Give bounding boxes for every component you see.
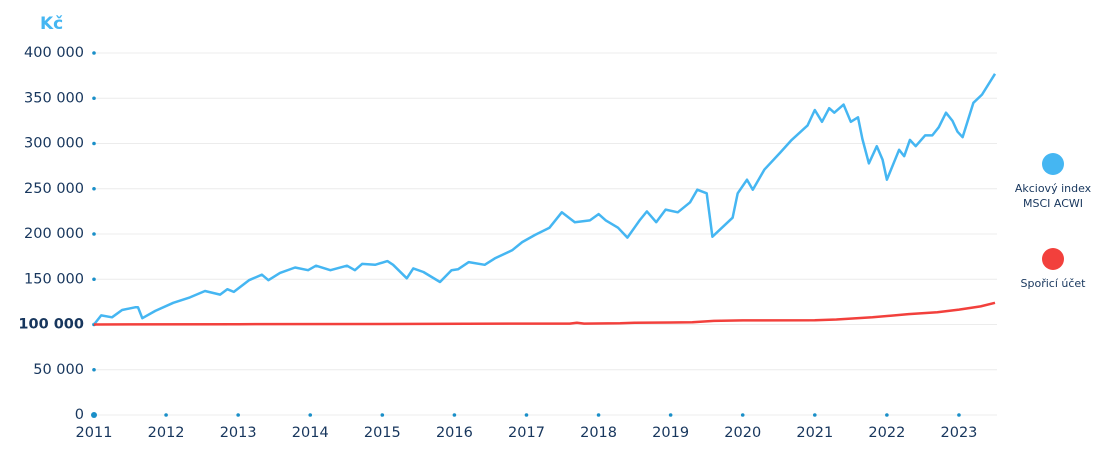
x-tick-label: 2016 — [436, 425, 473, 441]
y-tick-dot — [92, 51, 96, 55]
x-tick-label: 2011 — [76, 425, 113, 441]
x-tick-label: 2019 — [652, 425, 689, 441]
y-tick-label: 50 000 — [33, 362, 84, 378]
x-tick-dot — [308, 413, 313, 417]
x-tick-label: 2015 — [364, 425, 401, 441]
legend-label: Spořicí účet — [1020, 277, 1086, 290]
y-tick-label: 150 000 — [24, 271, 84, 287]
series-line — [93, 301, 996, 326]
y-tick-label: 200 000 — [24, 226, 84, 242]
x-tick-label: 2017 — [508, 425, 545, 441]
legend-swatch — [1042, 248, 1064, 270]
x-tick-label: 2023 — [941, 425, 978, 441]
y-tick-dot — [92, 367, 96, 372]
x-tick-dot — [164, 413, 168, 417]
x-tick-dot — [885, 413, 889, 417]
x-tick-label: 2013 — [220, 425, 257, 441]
legend-label: Akciový index MSCI ACWI — [1014, 182, 1092, 210]
x-tick-label: 2021 — [796, 425, 833, 441]
y-unit: Kč — [40, 14, 63, 34]
x-tick-dot — [813, 413, 817, 417]
x-tick-label: 2022 — [868, 425, 905, 441]
x-tick-dot — [596, 413, 601, 417]
y-tick-dot — [92, 96, 96, 101]
x-tick-label: 2020 — [724, 425, 761, 441]
y-tick-label: 350 000 — [24, 90, 84, 106]
y-tick-label: 250 000 — [24, 181, 84, 197]
x-tick-dot — [380, 413, 385, 417]
x-tick-dot — [91, 412, 97, 418]
y-tick-dot — [92, 141, 96, 146]
y-tick-label: 300 000 — [24, 136, 84, 152]
y-tick-dot — [92, 232, 96, 236]
x-tick-dot — [236, 413, 240, 417]
x-tick-dot — [452, 413, 457, 417]
legend-swatch — [1042, 153, 1064, 175]
x-tick-dot — [668, 413, 673, 417]
y-tick-label: 100 000 — [18, 317, 84, 333]
x-tick-label: 2014 — [292, 425, 329, 441]
x-tick-dot — [524, 413, 529, 417]
y-tick-dot — [92, 186, 96, 191]
x-tick-dot — [740, 413, 745, 417]
x-tick-dot — [957, 413, 961, 417]
y-tick-label: 0 — [75, 407, 84, 423]
y-tick-dot — [92, 277, 96, 282]
x-tick-label: 2012 — [148, 425, 185, 441]
series-line — [93, 73, 997, 326]
legend-item: Akciový index MSCI ACWI — [1003, 153, 1103, 211]
legend-item: Spořicí účet — [1003, 248, 1103, 291]
y-tick-label: 400 000 — [24, 45, 84, 61]
x-tick-label: 2018 — [580, 425, 617, 441]
